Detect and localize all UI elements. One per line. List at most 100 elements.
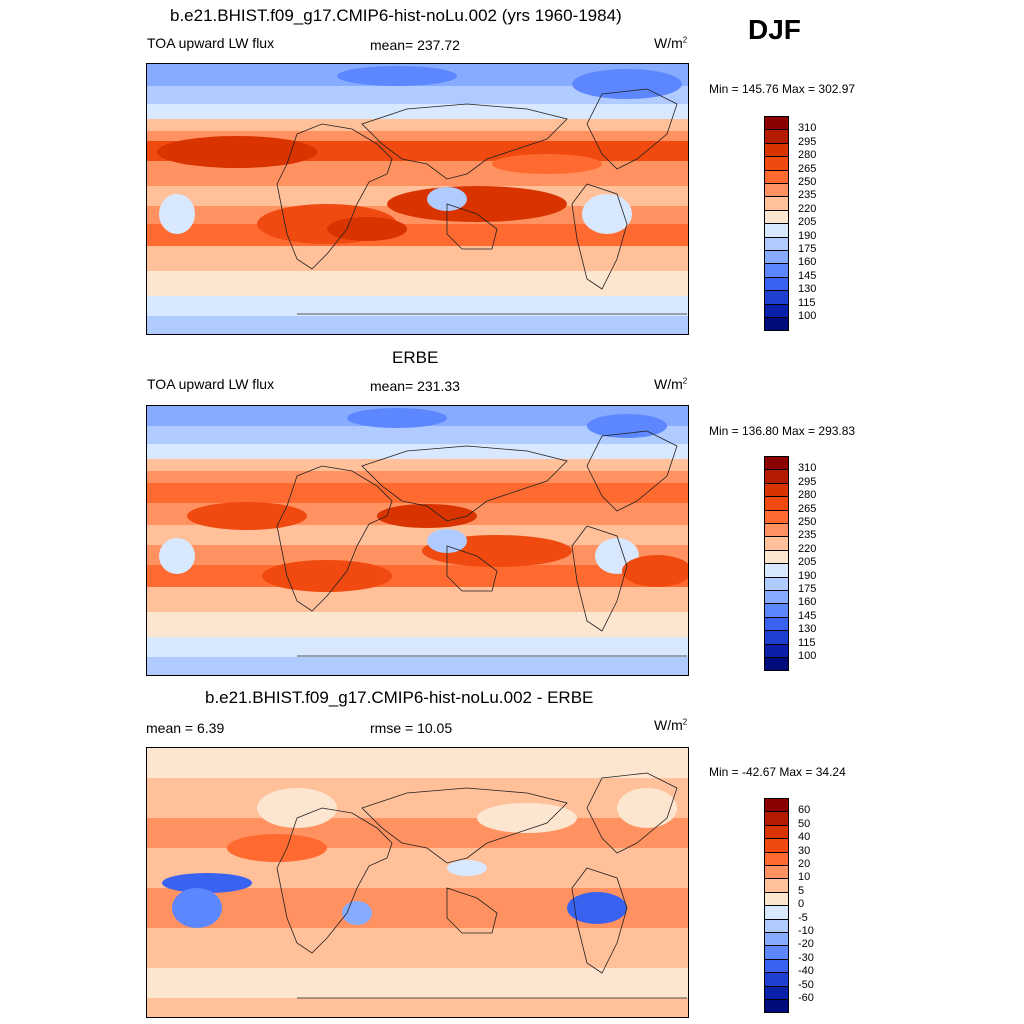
field-band: [147, 483, 688, 503]
colorbar-tick-label: 190: [798, 229, 817, 242]
colorbar-tick-label: 295: [798, 475, 817, 488]
coastline: [446, 887, 498, 934]
panel-1-units: W/m2: [654, 35, 688, 51]
colorbar-tick-label: 130: [798, 623, 817, 636]
coastline: [276, 123, 393, 270]
colorbar-tick-label: -50: [798, 978, 814, 991]
colorbar-swatch: [764, 196, 789, 211]
colorbar-tick-label: 60: [798, 804, 811, 817]
field-band: [147, 119, 688, 131]
field-band: [147, 657, 688, 675]
colorbar-swatch: [764, 536, 789, 551]
panel-2-title: ERBE: [392, 348, 439, 367]
field-band: [147, 525, 688, 545]
colorbar-tick-label: 115: [798, 296, 816, 309]
colorbar-swatch: [764, 865, 789, 880]
colorbar-tick-label: 100: [798, 310, 817, 322]
field-region: [172, 888, 222, 928]
coastline: [361, 787, 568, 864]
colorbar-swatch: [764, 236, 789, 251]
coastline: [446, 203, 498, 250]
coastline: [571, 183, 628, 290]
colorbar-swatch: [764, 129, 789, 144]
panel-3-mean: mean = 6.39: [146, 720, 225, 736]
panel-3-title: b.e21.BHIST.f09_g17.CMIP6-hist-noLu.002 …: [205, 688, 594, 707]
panel-1-map: [146, 63, 689, 335]
colorbar-tick-label: 10: [798, 871, 811, 884]
colorbar-swatch: [764, 523, 789, 538]
field-band: [147, 471, 688, 483]
field-band: [147, 444, 688, 459]
field-band: [147, 778, 688, 818]
colorbar-tick-label: 30: [798, 844, 811, 857]
colorbar-tick-label: 130: [798, 283, 817, 296]
colorbar-tick-label: 220: [798, 202, 817, 215]
colorbar-swatch: [764, 223, 789, 238]
colorbar-tick-label: 205: [798, 556, 817, 569]
coastline: [586, 88, 678, 170]
field-region: [387, 186, 567, 222]
colorbar-tick-label: 175: [798, 243, 817, 255]
colorbar-tick-label: 100: [798, 650, 817, 662]
colorbar-tick-label: 265: [798, 162, 817, 175]
field-band: [147, 818, 688, 848]
colorbar-swatch: [764, 317, 789, 332]
colorbar-tick-label: 190: [798, 569, 817, 582]
colorbar-swatch: [764, 958, 789, 974]
colorbar-swatch: [764, 643, 789, 658]
colorbar-swatch: [764, 985, 789, 1000]
panel-1-field-label: TOA upward LW flux: [147, 35, 275, 51]
field-region: [622, 555, 688, 587]
field-region: [262, 560, 392, 592]
colorbar-tick-label: 265: [798, 502, 817, 515]
field-region: [477, 803, 577, 833]
coastline: [586, 430, 678, 512]
field-region: [162, 873, 252, 893]
field-region: [567, 892, 627, 924]
colorbar-swatch: [764, 945, 789, 960]
field-band: [147, 459, 688, 471]
colorbar-swatch: [764, 932, 789, 947]
field-region: [347, 408, 447, 428]
colorbar-swatch: [764, 918, 789, 933]
panel-2-minmax: Min = 136.80 Max = 293.83: [709, 424, 856, 438]
colorbar-tick-label: 250: [798, 176, 817, 188]
field-band: [147, 271, 688, 296]
colorbar-swatch: [764, 616, 789, 632]
colorbar-tick-label: 280: [798, 149, 817, 162]
colorbar-swatch: [764, 576, 789, 591]
colorbar-tick-label: 310: [798, 122, 817, 135]
panel-1-title: b.e21.BHIST.f09_g17.CMIP6-hist-noLu.002 …: [170, 6, 622, 25]
colorbar-swatch: [764, 290, 789, 305]
coastline: [276, 465, 393, 612]
colorbar-swatch: [764, 811, 789, 826]
colorbar-tick-label: -5: [798, 911, 808, 924]
coastline: [571, 867, 628, 974]
colorbar-tick-label: -60: [798, 992, 814, 1004]
colorbar-swatch: [764, 169, 789, 184]
panel-3-minmax: Min = -42.67 Max = 34.24: [709, 765, 846, 779]
field-band: [147, 296, 688, 316]
colorbar-swatch: [764, 209, 789, 225]
colorbar-swatch: [764, 496, 789, 511]
colorbar-swatch: [764, 851, 789, 866]
field-band: [147, 928, 688, 968]
coastline: [571, 525, 628, 632]
panel-2-field-label: TOA upward LW flux: [147, 376, 275, 392]
colorbar-tick-label: 235: [798, 189, 817, 202]
colorbar-swatch: [764, 972, 789, 987]
field-region: [492, 154, 602, 174]
colorbar-tick-label: 160: [798, 596, 817, 609]
colorbar-swatch: [764, 250, 789, 265]
colorbar-tick-label: 310: [798, 462, 817, 475]
field-region: [587, 414, 667, 438]
field-band: [147, 131, 688, 141]
coastline: [446, 545, 498, 592]
field-region: [257, 788, 337, 828]
colorbar-swatch: [764, 549, 789, 565]
field-region: [427, 187, 467, 211]
field-band: [147, 998, 688, 1017]
colorbar-swatch: [764, 999, 789, 1014]
colorbar-tick-label: 160: [798, 256, 817, 269]
colorbar-tick-label: 220: [798, 542, 817, 555]
